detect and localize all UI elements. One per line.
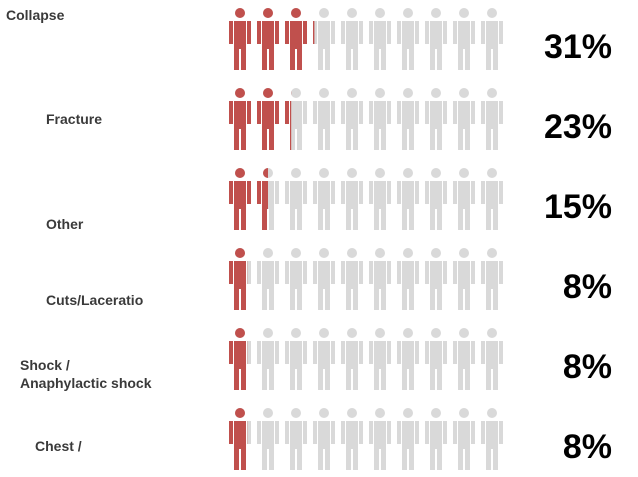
person-icon <box>341 8 363 70</box>
category-label: Chest / <box>35 438 82 454</box>
person-icon <box>369 408 391 470</box>
person-icon-filled <box>257 168 268 230</box>
person-icon <box>481 328 503 390</box>
person-icon <box>257 8 279 70</box>
person-icon <box>397 328 419 390</box>
category-label: Fracture <box>46 111 102 127</box>
category-label: Shock / Anaphylactic shock <box>20 357 152 391</box>
person-icon <box>369 88 391 150</box>
person-icon <box>425 328 447 390</box>
person-icon <box>257 168 279 230</box>
person-icon-filled <box>229 408 248 470</box>
person-icon <box>285 328 307 390</box>
person-icon <box>229 88 251 150</box>
person-icon <box>369 328 391 390</box>
person-icon <box>453 248 475 310</box>
pictograph-row <box>229 408 503 470</box>
value-label: 8% <box>563 348 612 386</box>
person-icon <box>341 328 363 390</box>
person-icon-filled <box>257 88 279 150</box>
person-icon <box>313 88 335 150</box>
pictograph-row <box>229 328 503 390</box>
person-icon-filled <box>313 21 315 44</box>
person-icon <box>453 88 475 150</box>
person-icon <box>229 248 251 310</box>
person-icon <box>257 248 279 310</box>
person-icon-filled <box>285 91 292 150</box>
person-icon <box>229 8 251 70</box>
person-icon <box>341 168 363 230</box>
value-label: 8% <box>563 428 612 466</box>
person-icon-filled <box>229 88 251 150</box>
person-icon <box>481 168 503 230</box>
person-icon <box>481 248 503 310</box>
person-icon <box>453 408 475 470</box>
category-label: Collapse <box>6 7 65 23</box>
person-icon <box>425 8 447 70</box>
person-icon <box>313 408 335 470</box>
category-label: Other <box>46 216 84 232</box>
person-icon <box>229 408 251 470</box>
person-icon <box>481 408 503 470</box>
person-icon <box>453 168 475 230</box>
pictograph-row <box>229 168 503 230</box>
person-icon-filled <box>229 328 248 390</box>
person-icon <box>229 168 251 230</box>
person-icon <box>313 8 335 70</box>
person-icon <box>453 328 475 390</box>
person-icon <box>341 248 363 310</box>
pictograph-row <box>229 248 503 310</box>
person-icon <box>285 248 307 310</box>
person-icon-filled <box>229 8 251 70</box>
person-icon <box>453 8 475 70</box>
person-icon <box>341 408 363 470</box>
person-icon <box>257 408 279 470</box>
person-icon <box>285 168 307 230</box>
pictograph-row <box>229 8 503 70</box>
person-icon <box>397 88 419 150</box>
person-icon <box>369 168 391 230</box>
person-icon <box>313 248 335 310</box>
person-icon <box>397 248 419 310</box>
person-icon <box>285 88 307 150</box>
person-icon <box>285 8 307 70</box>
person-icon <box>425 408 447 470</box>
person-icon <box>481 8 503 70</box>
person-icon <box>285 408 307 470</box>
pictograph-row <box>229 88 503 150</box>
person-icon <box>397 408 419 470</box>
person-icon <box>425 248 447 310</box>
person-icon <box>397 168 419 230</box>
person-icon <box>313 168 335 230</box>
person-icon-filled <box>229 168 251 230</box>
person-icon <box>257 328 279 390</box>
value-label: 23% <box>544 108 612 146</box>
person-icon <box>369 8 391 70</box>
value-label: 8% <box>563 268 612 306</box>
person-icon <box>369 248 391 310</box>
person-icon <box>481 88 503 150</box>
value-label: 15% <box>544 188 612 226</box>
person-icon-filled <box>229 248 248 310</box>
value-label: 31% <box>544 28 612 66</box>
category-label: Cuts/Laceratio <box>46 292 143 308</box>
person-icon-filled <box>257 8 279 70</box>
person-icon <box>425 88 447 150</box>
person-icon <box>257 88 279 150</box>
person-icon <box>425 168 447 230</box>
person-icon <box>313 328 335 390</box>
person-icon <box>397 8 419 70</box>
person-icon-filled <box>285 8 307 70</box>
person-icon <box>341 88 363 150</box>
person-icon <box>229 328 251 390</box>
